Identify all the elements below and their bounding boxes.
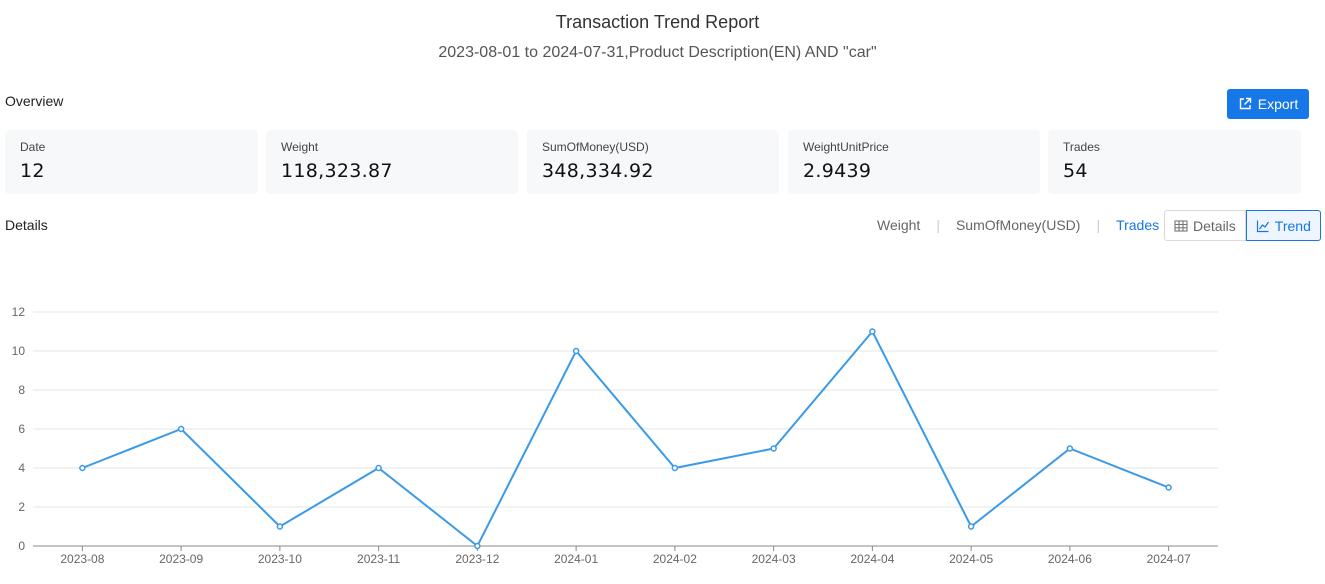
details-view-button[interactable]: Details [1164,210,1246,241]
data-point [474,542,481,550]
stat-card-trades: Trades 54 [1048,130,1301,194]
series-line [82,329,1169,548]
x-tick-label: 2024-03 [752,552,796,566]
data-point [1165,484,1172,491]
data-point [869,328,876,335]
x-tick-label: 2023-11 [357,552,400,566]
stat-value: 118,323.87 [281,160,393,182]
page-title: Transaction Trend Report [555,12,760,32]
stat-value: 12 [20,160,45,182]
table-icon [1174,219,1188,232]
data-point [967,523,975,530]
export-button[interactable]: Export [1227,89,1309,119]
external-link-icon [1239,97,1251,110]
data-point [375,464,382,472]
data-point [770,445,777,452]
data-point [177,425,185,433]
line-chart-icon [1256,220,1269,232]
x-tick-label: 2024-02 [653,552,697,566]
data-point [276,523,284,530]
stat-card-sum-of-money: SumOfMoney(USD) 348,334.92 [527,130,779,194]
stat-label: WeightUnitPrice [803,140,889,154]
tab-trades[interactable]: Trades [1116,217,1160,233]
x-tick-label: 2024-01 [554,552,598,566]
stat-value: 54 [1063,160,1088,182]
stat-card-weight: Weight 118,323.87 [266,130,518,194]
trades-trend-chart: 0 2 4 6 8 10 12 2023-08 2023-09 2023-10 2023-11 202… [12,305,1218,566]
tab-divider: | [936,217,940,233]
y-tick-label: 4 [18,461,25,475]
data-point [671,464,679,472]
stat-label: Date [20,140,46,154]
stat-card-weight-unit-price: WeightUnitPrice 2.9439 [788,130,1040,194]
x-tick-label: 2024-04 [850,552,894,566]
y-tick-label: 2 [18,500,25,514]
stat-label: SumOfMoney(USD) [542,140,649,154]
y-tick-label: 6 [18,422,25,436]
stat-value: 348,334.92 [542,160,654,182]
export-label: Export [1257,96,1299,112]
tab-divider: | [1096,217,1101,233]
y-tick-label: 10 [12,344,26,358]
data-point [572,347,580,355]
stat-label: Weight [281,140,319,154]
x-tick-label: 2024-05 [949,552,993,566]
y-tick-label: 0 [18,539,25,553]
data-point [1066,445,1074,452]
view-toggle: Details Trend [1164,210,1321,241]
trend-view-label: Trend [1274,217,1311,234]
details-view-label: Details [1193,217,1236,234]
trend-view-button[interactable]: Trend [1245,210,1321,241]
tab-sum-of-money[interactable]: SumOfMoney(USD) [955,217,1081,233]
stat-value: 2.9439 [803,160,872,182]
series-layer [79,328,1172,550]
y-tick-label: 12 [12,305,26,319]
x-tick-label: 2023-08 [60,552,104,566]
data-point [79,464,86,472]
x-tick-label: 2024-07 [1147,552,1191,566]
stat-card-date: Date 12 [5,130,258,194]
metric-tabs: Weight | SumOfMoney(USD) | Trades [877,217,1159,233]
axis-layer: 0 2 4 6 8 10 12 2023-08 2023-09 2023-10 2023-11 202… [12,305,1218,566]
details-heading: Details [5,217,48,233]
x-tick-label: 2023-09 [159,552,203,566]
page-subtitle: 2023-08-01 to 2024-07-31,Product Descrip… [438,44,877,61]
x-tick-label: 2023-12 [455,552,499,566]
grid-layer [33,311,1218,508]
y-tick-label: 8 [18,383,25,397]
tab-weight[interactable]: Weight [877,217,921,233]
stat-label: Trades [1063,140,1100,154]
overview-heading: Overview [5,93,64,109]
x-tick-label: 2024-06 [1048,552,1092,566]
x-tick-label: 2023-10 [258,552,302,566]
